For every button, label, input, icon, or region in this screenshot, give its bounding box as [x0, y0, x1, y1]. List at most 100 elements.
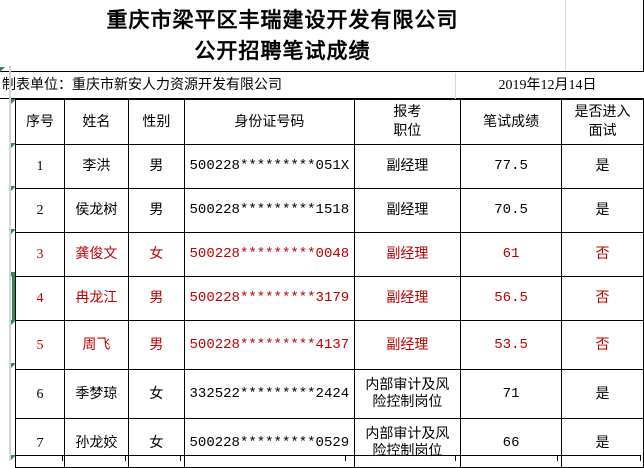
cell-position[interactable]: 副经理 — [353, 144, 462, 189]
cell-marker-meta — [0, 67, 5, 72]
cell-gender[interactable]: 男 — [127, 188, 186, 233]
column-header-name[interactable]: 姓名 — [64, 99, 129, 145]
stub-divider-5 — [455, 455, 456, 461]
row-rail-top — [9, 66, 11, 99]
table-row[interactable]: 7 孙龙姣 女 500228*********0529 内部审计及风 险控制岗位… — [14, 418, 644, 468]
cell-interview[interactable]: 否 — [561, 276, 644, 321]
prepared-by-label: 制表单位：重庆市新安人力资源开发有限公司 — [2, 78, 282, 93]
cell-gender[interactable]: 男 — [127, 144, 186, 189]
cell-no[interactable]: 3 — [14, 232, 66, 277]
cell-interview[interactable]: 是 — [561, 369, 644, 419]
cell-id-number[interactable]: 332522*********2424 — [184, 369, 355, 419]
column-header-gender[interactable]: 性别 — [127, 99, 186, 145]
column-header-position-line-1: 报考 — [393, 105, 422, 120]
cell-score[interactable]: 66 — [460, 418, 563, 468]
title-inner: 重庆市梁平区丰瑞建设开发有限公司 公开招聘笔试成绩 — [0, 0, 566, 71]
cell-name[interactable]: 侯龙树 — [64, 188, 129, 233]
column-header-position-line-2: 职位 — [393, 124, 422, 139]
stub-divider-1 — [62, 455, 63, 461]
row-gutter — [0, 67, 16, 461]
cell-position-line-1: 内部审计及风 — [365, 427, 450, 442]
column-header-written-score[interactable]: 笔试成绩 — [460, 99, 563, 145]
page-title-line-1: 重庆市梁平区丰瑞建设开发有限公司 — [106, 7, 459, 32]
cell-name[interactable]: 孙龙姣 — [64, 418, 129, 468]
cell-marker-row-4 — [11, 229, 16, 234]
table-row[interactable]: 6 季梦琼 女 332522*********2424 内部审计及风 险控制岗位… — [14, 369, 644, 419]
stub-divider-2 — [125, 455, 126, 461]
stub-divider-6 — [557, 455, 558, 461]
cell-position[interactable]: 副经理 — [353, 232, 462, 277]
column-header-position[interactable]: 报考 职位 — [353, 99, 462, 145]
cell-score[interactable]: 70.5 — [460, 188, 563, 233]
cell-no[interactable]: 7 — [14, 418, 66, 468]
cell-position[interactable]: 副经理 — [353, 188, 462, 233]
document-title-block: 重庆市梁平区丰瑞建设开发有限公司 公开招聘笔试成绩 — [0, 0, 644, 71]
results-table: 序号 姓名 性别 身份证号码 报考 职位 笔试成绩 是否进入 面试 1 李洪 男 — [14, 99, 644, 468]
table-row[interactable]: 4 冉龙江 男 500228*********3179 副经理 56.5 否 — [14, 276, 644, 321]
cell-marker-row-1 — [11, 99, 16, 104]
cell-interview[interactable]: 否 — [561, 320, 644, 370]
cell-position[interactable]: 内部审计及风 险控制岗位 — [353, 369, 462, 419]
cell-id-number[interactable]: 500228*********0529 — [184, 418, 355, 468]
cell-id-number[interactable]: 500228*********1518 — [184, 188, 355, 233]
cell-name[interactable]: 季梦琼 — [64, 369, 129, 419]
cell-gender[interactable]: 男 — [127, 320, 186, 370]
cell-gender[interactable]: 女 — [127, 369, 186, 419]
cell-id-number[interactable]: 500228*********0048 — [184, 232, 355, 277]
table-row[interactable]: 3 龚俊文 女 500228*********0048 副经理 61 否 — [14, 232, 644, 277]
cell-marker-row-7 — [11, 363, 16, 368]
cell-name[interactable]: 龚俊文 — [64, 232, 129, 277]
column-header-no[interactable]: 序号 — [14, 99, 66, 145]
document-date: 2019年12月14日 — [498, 78, 597, 93]
column-header-interview[interactable]: 是否进入 面试 — [561, 99, 644, 145]
stub-divider-4 — [345, 455, 346, 461]
cell-position-line-1: 内部审计及风 — [365, 378, 450, 393]
stub-divider-3 — [180, 455, 181, 461]
cell-interview[interactable]: 是 — [561, 188, 644, 233]
selection-edge-row-5 — [12, 272, 15, 320]
cell-score[interactable]: 61 — [460, 232, 563, 277]
cell-gender[interactable]: 女 — [127, 232, 186, 277]
table-row[interactable]: 2 侯龙树 男 500228*********1518 副经理 70.5 是 — [14, 188, 644, 233]
table-row[interactable]: 1 李洪 男 500228*********051X 副经理 77.5 是 — [14, 144, 644, 189]
cell-score[interactable]: 71 — [460, 369, 563, 419]
cell-no[interactable]: 5 — [14, 320, 66, 370]
cell-id-number[interactable]: 500228*********051X — [184, 144, 355, 189]
cell-name[interactable]: 冉龙江 — [64, 276, 129, 321]
cell-no[interactable]: 4 — [14, 276, 66, 321]
row-rail — [9, 99, 11, 461]
cell-marker-row-8 — [11, 455, 16, 460]
cell-name[interactable]: 李洪 — [64, 144, 129, 189]
cell-name[interactable]: 周飞 — [64, 320, 129, 370]
cell-interview[interactable]: 否 — [561, 232, 644, 277]
meta-divider — [455, 73, 456, 99]
page-title-line-2: 公开招聘笔试成绩 — [194, 38, 371, 63]
column-header-id-number[interactable]: 身份证号码 — [184, 99, 355, 145]
cell-id-number[interactable]: 500228*********3179 — [184, 276, 355, 321]
cell-score[interactable]: 56.5 — [460, 276, 563, 321]
cell-no[interactable]: 1 — [14, 144, 66, 189]
cell-interview[interactable]: 是 — [561, 418, 644, 468]
cell-no[interactable]: 6 — [14, 369, 66, 419]
cell-gender[interactable]: 男 — [127, 276, 186, 321]
cell-position[interactable]: 内部审计及风 险控制岗位 — [353, 418, 462, 468]
cell-marker-row-2 — [11, 143, 16, 148]
cell-id-number[interactable]: 500228*********4137 — [184, 320, 355, 370]
next-row-stub — [15, 455, 640, 461]
cell-score[interactable]: 77.5 — [460, 144, 563, 189]
cell-gender[interactable]: 女 — [127, 418, 186, 468]
cell-position[interactable]: 副经理 — [353, 276, 462, 321]
cell-no[interactable]: 2 — [14, 188, 66, 233]
column-header-interview-line-1: 是否进入 — [574, 105, 631, 120]
cell-position[interactable]: 副经理 — [353, 320, 462, 370]
cell-score[interactable]: 53.5 — [460, 320, 563, 370]
table-header-row: 序号 姓名 性别 身份证号码 报考 职位 笔试成绩 是否进入 面试 — [14, 99, 644, 145]
cell-interview[interactable]: 是 — [561, 144, 644, 189]
stub-divider-7 — [640, 455, 641, 461]
cell-position-line-2: 险控制岗位 — [372, 395, 443, 410]
cell-marker-row-5 — [11, 272, 16, 277]
cell-marker-row-6 — [11, 320, 16, 325]
table-row[interactable]: 5 周飞 男 500228*********4137 副经理 53.5 否 — [14, 320, 644, 370]
meta-row: 制表单位：重庆市新安人力资源开发有限公司 2019年12月14日 — [0, 71, 644, 99]
